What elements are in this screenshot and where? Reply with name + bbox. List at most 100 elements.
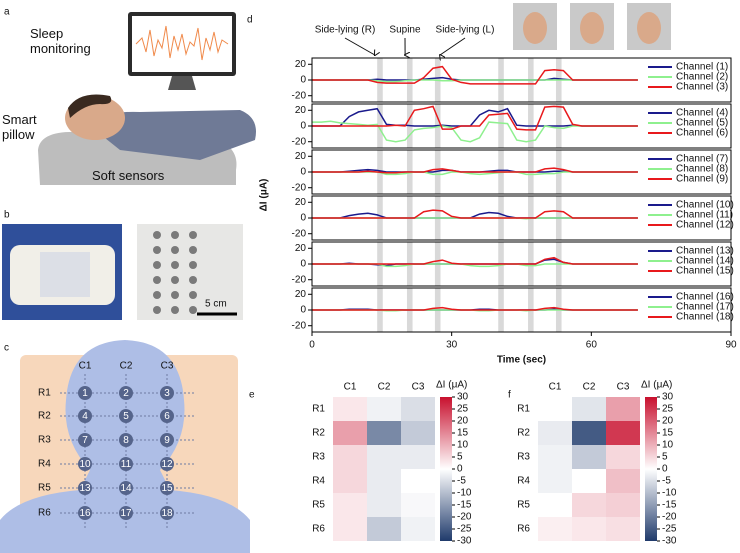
heatmap-cell (401, 493, 435, 517)
y-category-label: R3 (312, 452, 325, 463)
sensor-number: 18 (161, 508, 173, 519)
y-category-label: R1 (312, 404, 325, 415)
heatmap-cell (572, 445, 606, 469)
series-line (312, 65, 638, 85)
heatmap-cell (333, 517, 367, 541)
row-label: R5 (38, 483, 51, 494)
heatmap-cell (538, 421, 572, 445)
row-label: R3 (38, 435, 51, 446)
y-category-label: R4 (517, 476, 530, 487)
monitor-waveform (135, 25, 229, 61)
subplot-frame (311, 195, 732, 241)
heatmap-cell (606, 493, 640, 517)
legend-label: Channel (7) (676, 154, 728, 165)
panel-label: d (247, 15, 253, 26)
heatmap-cell (538, 469, 572, 493)
heatmap-cell (572, 421, 606, 445)
legend-label: Channel (16) (676, 292, 734, 303)
heatmap-cell (367, 445, 401, 469)
subplot-frame (311, 149, 732, 195)
legend-label: Channel (3) (676, 82, 728, 93)
legend-label: Channel (1) (676, 62, 728, 73)
sensor-number: 10 (79, 459, 91, 470)
sensor-dot (78, 433, 92, 447)
series-line (312, 107, 638, 127)
monitor-screen (132, 16, 232, 72)
y-tick-label: 20 (295, 289, 307, 300)
series-line (312, 105, 638, 131)
legend-label: Channel (2) (676, 72, 728, 83)
heatmap-cell (367, 517, 401, 541)
annotation-label: Supine (389, 25, 421, 36)
y-category-label: R3 (517, 452, 530, 463)
sensor-number: 17 (120, 508, 132, 519)
y-category-label: R2 (517, 428, 530, 439)
y-tick-label: -20 (292, 274, 307, 285)
series-line (312, 256, 638, 265)
x-category-label: C2 (378, 382, 391, 393)
x-axis-label: Time (sec) (497, 355, 546, 366)
y-tick-label: 0 (300, 305, 306, 316)
sensor-number: 7 (82, 435, 88, 446)
colorbar-tick-label: -5 (662, 476, 671, 487)
heatmap-cell (572, 493, 606, 517)
heatmap-cell (572, 517, 606, 541)
colorbar-tick-label: -10 (662, 488, 677, 499)
sensor-dot (78, 506, 92, 520)
y-tick-label: 20 (295, 59, 307, 70)
colorbar-tick-label: -20 (662, 512, 677, 523)
sensor-dot (78, 457, 92, 471)
y-tick-label: 20 (295, 105, 307, 116)
sensor-dot (160, 409, 174, 423)
colorbar (645, 397, 657, 541)
colorbar-label: ΔI (μA) (436, 380, 467, 391)
x-category-label: C3 (412, 382, 425, 393)
sensor-number: 1 (82, 388, 88, 399)
colorbar-tick-label: 5 (457, 452, 463, 463)
heatmap-cell (367, 397, 401, 421)
x-tick-label: 90 (725, 340, 737, 351)
colorbar-tick-label: 15 (662, 428, 674, 439)
legend-label: Channel (18) (676, 312, 734, 323)
colorbar-tick-label: -15 (662, 500, 677, 511)
heatmap-cell (401, 517, 435, 541)
y-tick-label: 20 (295, 197, 307, 208)
sensor-dot (160, 457, 174, 471)
y-tick-label: -20 (292, 182, 307, 193)
heatmap-cell (367, 421, 401, 445)
series-line (312, 167, 638, 174)
sensor-dot (78, 386, 92, 400)
row-label: R4 (38, 459, 51, 470)
sensor-number: 16 (79, 508, 91, 519)
y-category-label: R4 (312, 476, 325, 487)
sensor-number: 12 (161, 459, 173, 470)
panel-label: c (4, 343, 9, 354)
legend-label: Channel (5) (676, 118, 728, 129)
panel-label: f (508, 390, 511, 401)
heatmap-cell (538, 517, 572, 541)
y-category-label: R1 (517, 404, 530, 415)
heatmap-cell (606, 517, 640, 541)
sensor-number: 6 (164, 411, 170, 422)
sensor-number: 9 (164, 435, 170, 446)
heatmap-cell (538, 493, 572, 517)
colorbar-tick-label: 20 (662, 416, 674, 427)
heatmap-cell (401, 397, 435, 421)
subplot-frame (311, 57, 732, 103)
panel-label: b (4, 210, 10, 221)
x-category-label: C2 (583, 382, 596, 393)
annotation-label: Side-lying (R) (315, 25, 376, 36)
column-label: C2 (120, 361, 133, 372)
shaded-span (555, 150, 562, 194)
legend-label: Channel (10) (676, 200, 734, 211)
sensor-number: 14 (120, 483, 132, 494)
shaded-span (434, 150, 441, 194)
colorbar-tick-label: 20 (457, 416, 469, 427)
y-tick-label: 0 (300, 167, 306, 178)
colorbar-tick-label: 10 (457, 440, 469, 451)
colorbar-tick-label: 30 (457, 392, 469, 403)
series-line (312, 120, 638, 143)
row-label: R1 (38, 388, 51, 399)
